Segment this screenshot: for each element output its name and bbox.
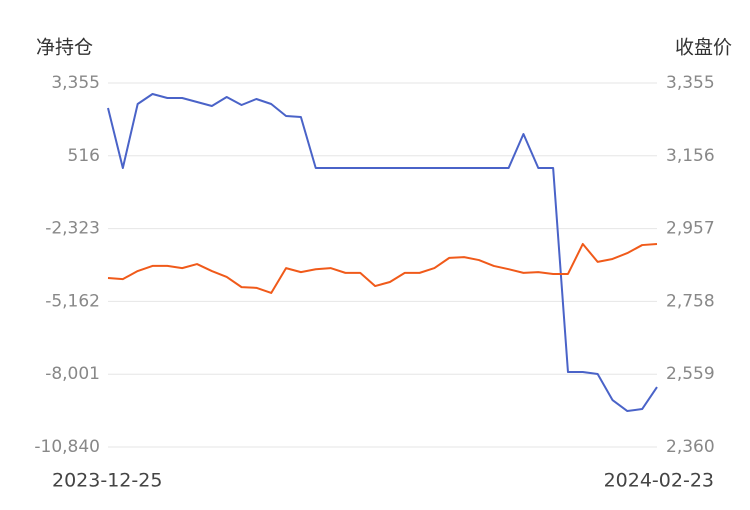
y2-axis-title: 收盘价 [675, 37, 732, 59]
x-tick-label: 2023-12-25 [52, 470, 162, 492]
y2-tick-label: 2,360 [666, 437, 715, 457]
y-tick-label: -5,162 [45, 291, 100, 311]
y2-tick-label: 2,758 [666, 291, 715, 311]
x-tick-label: 2024-02-23 [604, 470, 714, 492]
y2-tick-label: 2,559 [666, 364, 715, 384]
y2-tick-label: 3,156 [666, 146, 715, 166]
series-line [107, 242, 658, 294]
y-axis-title: 净持仓 [36, 37, 93, 59]
series-line [107, 93, 658, 413]
y-tick-label: -8,001 [45, 364, 100, 384]
y-tick-label: 3,355 [51, 73, 100, 93]
y-tick-label: 516 [68, 146, 100, 166]
y2-tick-label: 2,957 [666, 219, 715, 239]
y-tick-label: -10,840 [34, 437, 100, 457]
y-tick-label: -2,323 [45, 219, 100, 239]
y2-tick-label: 3,355 [666, 73, 715, 93]
